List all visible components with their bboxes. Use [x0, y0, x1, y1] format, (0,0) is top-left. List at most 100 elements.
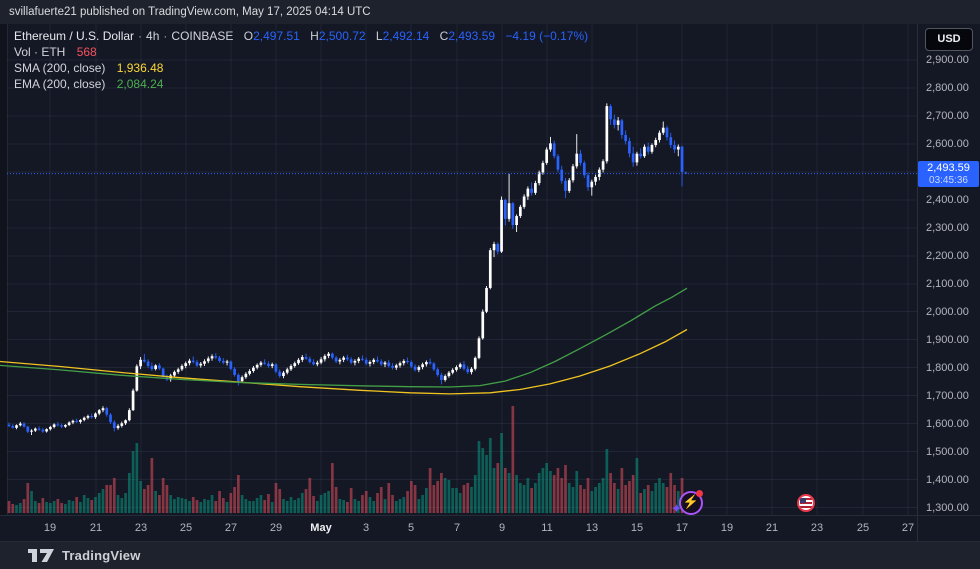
candle-body [18, 423, 22, 426]
volume-bar [372, 501, 376, 513]
candle-body [488, 250, 492, 288]
volume-bar [349, 488, 353, 513]
candle-body [458, 364, 462, 368]
candle-body [564, 180, 567, 191]
volume-bar [248, 501, 251, 513]
candle-body [346, 357, 349, 360]
tradingview-brand-text[interactable]: TradingView [62, 548, 141, 563]
interval-label[interactable]: 4h [146, 29, 160, 43]
volume-bar [188, 501, 191, 513]
tradingview-logo-icon[interactable] [28, 548, 54, 563]
candle-body [466, 368, 470, 373]
volume-legend-row[interactable]: Vol · ETH 568 [14, 44, 588, 60]
volume-bar [176, 497, 180, 513]
candle-body [293, 363, 297, 366]
volume-bar [334, 487, 338, 513]
volume-bar [49, 503, 52, 513]
volume-bar [406, 491, 409, 513]
candle-body [628, 141, 631, 154]
candlestick-plot[interactable] [0, 24, 917, 515]
volume-bar [210, 495, 214, 513]
volume-bar [421, 495, 424, 513]
volume-bar [391, 495, 394, 513]
candle-body [560, 169, 564, 181]
candle-body [94, 413, 97, 418]
candle-body [443, 376, 447, 380]
candle-body [225, 361, 229, 363]
volume-bar [646, 485, 650, 513]
streams-event-icon[interactable]: ⚡ ✦ [671, 490, 703, 516]
candle-body [556, 156, 560, 170]
volume-bar [101, 489, 105, 513]
volume-bar [628, 481, 631, 513]
currency-toggle-button[interactable]: USD [925, 28, 973, 51]
volume-bar [86, 498, 90, 513]
volume-bar [26, 483, 30, 513]
volume-bar [492, 468, 496, 513]
volume-bar [203, 499, 206, 513]
candle-body [541, 162, 545, 173]
candle-body [221, 360, 225, 363]
candle-body [150, 365, 154, 370]
sma-legend-row[interactable]: SMA (200, close) 1,936.48 [14, 60, 588, 76]
candle-body [402, 360, 406, 364]
volume-bar [184, 499, 188, 513]
symbol-name[interactable]: Ethereum / U.S. Dollar [14, 29, 135, 43]
ema-legend-row[interactable]: EMA (200, close) 2,084.24 [14, 76, 588, 92]
volume-bar [278, 489, 282, 513]
time-tick-label: May [310, 522, 332, 534]
candle-body [37, 428, 41, 430]
candle-body [176, 369, 180, 372]
candle-body [64, 424, 67, 427]
price-axis[interactable]: USD 2,900.00 2,800.00 2,700.00 2,600.00 2,40… [918, 24, 980, 541]
candle-body [282, 372, 285, 377]
time-tick-label: 25 [856, 522, 870, 534]
candle-body [635, 153, 639, 163]
candle-body [579, 153, 582, 163]
sma-value: 1,936.48 [116, 61, 164, 75]
volume-bar [673, 485, 676, 513]
volume-bar [244, 499, 248, 513]
time-tick-label: 29 [269, 522, 283, 534]
sma-line [0, 328, 688, 395]
volume-bar [346, 502, 349, 513]
candle-body [496, 244, 500, 252]
candle-body [511, 203, 515, 226]
candle-body [594, 176, 597, 182]
candle-body [237, 374, 240, 382]
candle-body [669, 137, 673, 146]
volume-bar [331, 463, 334, 513]
volume-bar [507, 473, 511, 513]
us-economic-event-icon[interactable] [797, 494, 815, 512]
time-axis[interactable]: 19 21 23 25 27 29 May 3 5 7 9 11 13 15 17 19 21 23 25 27 [0, 516, 917, 541]
volume-bar [654, 483, 658, 513]
volume-bar [609, 473, 612, 513]
candle-body [206, 358, 210, 362]
volume-bar [488, 438, 492, 513]
volume-bar [64, 504, 67, 513]
volume-bar [470, 487, 473, 513]
candle-body [470, 368, 473, 373]
volume-bar [146, 485, 150, 513]
price-tick-label: 2,100.00 [926, 277, 969, 290]
volume-bar [402, 497, 406, 513]
candle-body [210, 356, 214, 359]
candle-body [233, 368, 236, 375]
volume-bar [338, 499, 342, 513]
candle-body [285, 369, 289, 373]
candle-body [252, 367, 255, 372]
chart-left-edge [0, 24, 8, 541]
chart-area[interactable]: Ethereum / U.S. Dollar · 4h · COINBASE O2,49… [0, 24, 980, 541]
volume-bar [161, 478, 165, 513]
candle-body [503, 199, 507, 219]
symbol-legend-row[interactable]: Ethereum / U.S. Dollar · 4h · COINBASE O2,49… [14, 28, 588, 44]
candle-body [676, 146, 680, 150]
time-tick-label: 19 [720, 522, 734, 534]
candle-body [56, 424, 60, 426]
close-value: 2,493.59 [448, 29, 496, 43]
candle-body [127, 410, 131, 421]
volume-bar [56, 499, 60, 513]
candle-body [112, 422, 116, 429]
volume-bar [387, 483, 391, 513]
volume-bar [436, 481, 439, 513]
